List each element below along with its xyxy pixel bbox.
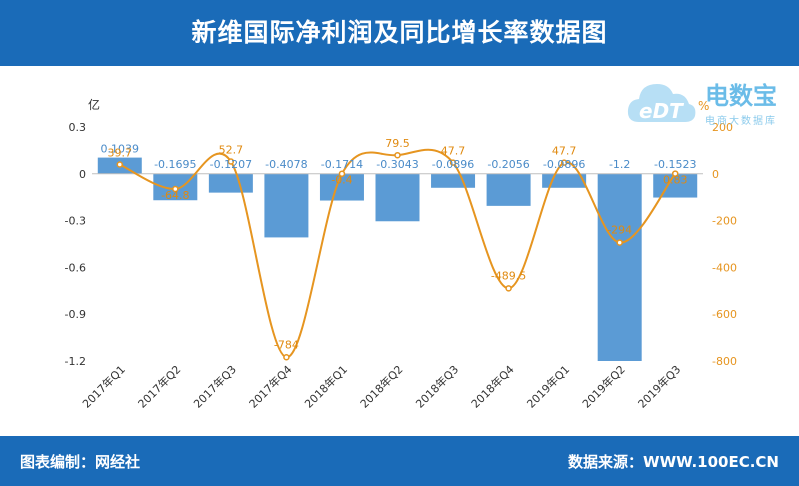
y-right-tick-label: -800: [712, 355, 737, 368]
y-left-tick-label: 0: [79, 168, 86, 181]
bar: [486, 173, 531, 206]
bar: [597, 173, 642, 361]
footer-source: 数据来源：WWW.100EC.CN: [568, 453, 779, 471]
bar-value-label: -0.0896: [432, 158, 474, 171]
x-tick-label: 2017年Q3: [190, 362, 239, 411]
line-value-label: 39.7: [108, 147, 133, 160]
chart: 0.3 0 -0.3 -0.6 -0.9 -1.2 亿 200 0 -200 -400 -600 -80…: [65, 97, 737, 411]
y-left-tick-label: 0.3: [69, 121, 87, 134]
line-value-label: -294: [607, 224, 632, 237]
footer-credit: 图表编制：网经社: [20, 453, 141, 471]
growth-rate-point: [283, 354, 290, 361]
x-tick-label: 2017年Q2: [135, 362, 184, 411]
bar-value-label: -0.1714: [321, 158, 363, 171]
x-tick-label: 2018年Q4: [468, 362, 517, 411]
growth-rate-point: [449, 159, 457, 166]
logo-tagline: 电商大数据库: [705, 114, 777, 127]
growth-rate-point: [394, 151, 401, 159]
y-right-tick-label: 0: [712, 168, 719, 181]
bar: [264, 173, 309, 238]
line-value-label: 0.83: [663, 174, 688, 187]
line-value-label: 47.7: [552, 145, 577, 158]
bar-value-label: -0.1207: [210, 158, 252, 171]
y-right-tick-label: -200: [712, 215, 737, 228]
line-value-label: 52.7: [219, 143, 244, 156]
y-left-tick-label: -0.9: [65, 308, 86, 321]
y-left-tick-label: -0.3: [65, 215, 86, 228]
header-bar: 新维国际净利润及同比增长率数据图: [0, 0, 799, 66]
brand-logo: eDT 电数宝 电商大数据库: [625, 72, 795, 134]
bar-value-label: -0.4078: [265, 158, 307, 171]
y-right-tick-label: -600: [712, 308, 737, 321]
x-tick-label: 2018年Q3: [413, 362, 462, 411]
bar: [208, 173, 253, 193]
x-tick-label: 2019年Q3: [635, 362, 684, 411]
bar-value-label: -0.1523: [654, 158, 696, 171]
x-tick-label: 2019年Q2: [579, 362, 628, 411]
line-value-label: -0.4: [331, 174, 352, 187]
page-title: 新维国际净利润及同比增长率数据图: [191, 18, 608, 47]
bar-value-label: -0.0896: [543, 158, 585, 171]
growth-rate-point: [671, 170, 679, 177]
y-right-unit: %: [698, 99, 709, 113]
x-tick-label: 2019年Q1: [524, 362, 573, 411]
y-left-tick-label: -1.2: [65, 355, 86, 368]
logo-brand: 电数宝: [705, 82, 777, 110]
line-value-label: -784: [274, 338, 299, 351]
x-tick-label: 2017年Q1: [79, 362, 128, 411]
bar-value-label: -0.3043: [376, 158, 418, 171]
bar-value-label: -1.2: [609, 158, 630, 171]
x-tick-label: 2018年Q2: [357, 362, 406, 411]
cloud-logo-icon: eDT 电数宝 电商大数据库: [627, 82, 777, 127]
y-right-tick-label: -400: [712, 261, 737, 274]
line-value-label: 47.7: [441, 145, 466, 158]
growth-rate-point: [338, 170, 346, 177]
growth-rate-point: [616, 239, 623, 246]
growth-rate-point: [227, 158, 235, 165]
bar: [319, 173, 364, 201]
bar: [431, 173, 476, 188]
growth-rate-point: [505, 285, 512, 292]
growth-rate-point: [560, 159, 568, 166]
x-tick-label: 2018年Q1: [302, 362, 351, 411]
logo-letters: eDT: [639, 99, 684, 123]
line-value-label: 79.5: [385, 137, 410, 150]
line-value-label: -64.8: [161, 189, 189, 202]
x-tick-label: 2017年Q4: [246, 362, 295, 411]
bar: [375, 173, 420, 222]
bar-value-label: 0.1039: [101, 143, 140, 156]
line-value-label: -489.5: [491, 269, 526, 282]
y-left-unit: 亿: [88, 97, 100, 112]
growth-rate-point: [116, 161, 124, 168]
footer-bar: 图表编制：网经社 数据来源：WWW.100EC.CN: [0, 436, 799, 486]
bar-value-label: -0.2056: [487, 158, 529, 171]
growth-rate-point: [172, 185, 179, 193]
bar-value-label: -0.1695: [154, 158, 196, 171]
y-left-tick-label: -0.6: [65, 261, 86, 274]
y-right-tick-label: 200: [712, 121, 733, 134]
